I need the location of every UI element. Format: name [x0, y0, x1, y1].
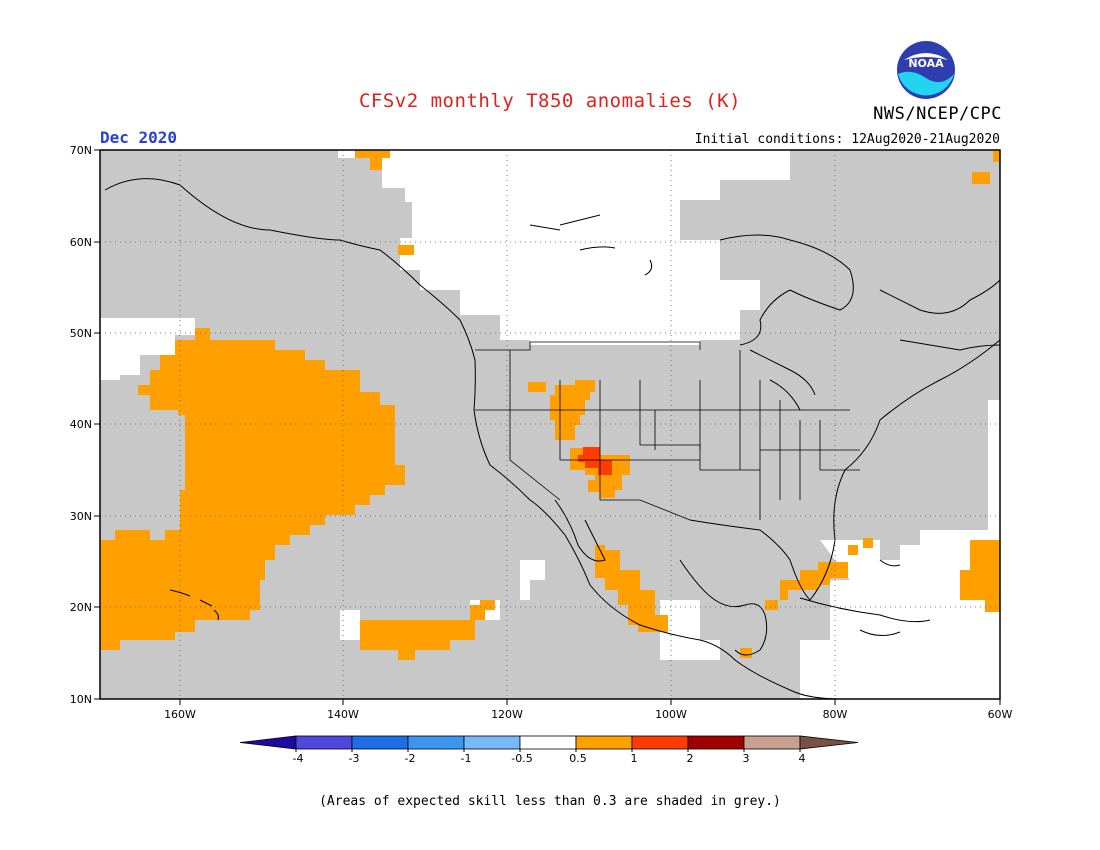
anomaly-1-to-2-region [578, 447, 612, 475]
colorbar-box [351, 735, 409, 750]
colorbar-tick-label: 0.5 [569, 752, 587, 765]
lon-tick-label: 80W [823, 708, 848, 721]
colorbar-tick-label: 2 [687, 752, 694, 765]
colorbar-tick-label: -4 [293, 752, 304, 765]
axis-ticks [94, 149, 1001, 705]
graticule [100, 150, 1000, 699]
noaa-logo-icon: NOAA [897, 41, 955, 99]
colorbar-tick-label: -2 [405, 752, 416, 765]
colorbar-tick-label: -3 [349, 752, 360, 765]
colorbar-box [631, 735, 689, 750]
colorbar-box [687, 735, 745, 750]
lat-tick-label: 20N [70, 601, 92, 614]
anomaly-0-5-to-1-region [100, 150, 1000, 660]
skill-footnote: (Areas of expected skill less than 0.3 a… [319, 794, 781, 809]
colorbar-arrow-high [799, 735, 859, 750]
chart-title: CFSv2 monthly T850 anomalies (K) [358, 90, 742, 112]
colorbar-box [407, 735, 465, 750]
lon-tick-label: 100W [655, 708, 687, 721]
colorbar-tick-label: 3 [743, 752, 750, 765]
lon-tick-label: 60W [988, 708, 1013, 721]
lat-tick-label: 30N [70, 510, 92, 523]
state-borders [475, 341, 860, 521]
colorbar-tick-label: 1 [631, 752, 638, 765]
colorbar-box [519, 735, 577, 750]
colorbar-arrow-low [239, 735, 297, 750]
colorbar-box [743, 735, 801, 750]
colorbar-tick-label: 4 [799, 752, 806, 765]
lat-tick-label: 10N [70, 693, 92, 706]
colorbar-box [575, 735, 633, 750]
lat-tick-label: 40N [70, 418, 92, 431]
lat-tick-label: 70N [70, 144, 92, 157]
svg-text:NOAA: NOAA [908, 57, 944, 70]
initial-conditions-label: Initial conditions: 12Aug2020-21Aug2020 [694, 132, 1000, 147]
colorbar-box [295, 735, 353, 750]
low-skill-grey-region [100, 150, 1000, 699]
lat-tick-label: 50N [70, 327, 92, 340]
coastlines [104, 178, 1000, 699]
colorbar-tick-label: -0.5 [511, 752, 532, 765]
agency-label: NWS/NCEP/CPC [873, 104, 1002, 124]
lat-tick-label: 60N [70, 236, 92, 249]
valid-month-label: Dec 2020 [100, 128, 178, 147]
colorbar-tick-label: -1 [461, 752, 472, 765]
lon-tick-label: 120W [491, 708, 523, 721]
colorbar-box [463, 735, 521, 750]
lon-tick-label: 140W [327, 708, 359, 721]
lon-tick-label: 160W [164, 708, 196, 721]
